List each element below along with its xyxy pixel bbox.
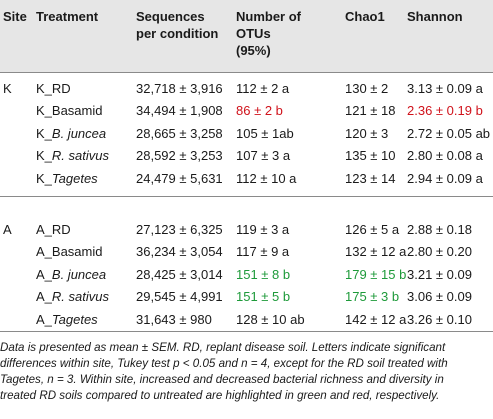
header-otus: Number of OTUs (95%) xyxy=(236,9,301,58)
chao1-value: 121 ± 18 xyxy=(345,103,396,118)
chao1-value: 126 ± 5 a xyxy=(345,222,400,237)
sequences-value: 28,425 ± 3,014 xyxy=(136,267,223,282)
site-label: A xyxy=(3,222,12,237)
shannon-value: 3.06 ± 0.09 xyxy=(407,289,472,304)
shannon-value: 2.88 ± 0.18 xyxy=(407,222,472,237)
chao1-value: 120 ± 3 xyxy=(345,126,389,141)
treatment-name: K_Tagetes xyxy=(36,171,98,186)
shannon-value: 2.80 ± 0.08 a xyxy=(407,148,483,163)
treatment-name: K_RD xyxy=(36,81,71,96)
table-header xyxy=(0,0,493,72)
header-sequences: Sequences per condition xyxy=(136,9,219,41)
caption-line: treated RD soils compared to untreated a… xyxy=(0,389,440,402)
sequences-value: 29,545 ± 4,991 xyxy=(136,289,223,304)
treatment-name: K_R. sativus xyxy=(36,148,109,163)
shannon-value: 3.26 ± 0.10 xyxy=(407,312,472,327)
otus-value: 119 ± 3 a xyxy=(236,222,290,237)
caption-line: differences within site, Tukey test p < … xyxy=(0,357,448,370)
sequences-value: 31,643 ± 980 xyxy=(136,312,212,327)
table-rule-middle xyxy=(0,196,493,197)
header-shannon: Shannon xyxy=(407,9,463,24)
otus-value: 112 ± 2 a xyxy=(236,81,290,96)
sequences-value: 27,123 ± 6,325 xyxy=(136,222,223,237)
sequences-value: 32,718 ± 3,916 xyxy=(136,81,223,96)
chao1-value: 175 ± 3 b xyxy=(345,289,400,304)
sequences-value: 24,479 ± 5,631 xyxy=(136,171,223,186)
caption-line: Tagetes, n = 3. Within site, increased a… xyxy=(0,373,444,386)
otus-value: 117 ± 9 a xyxy=(236,244,290,259)
shannon-value: 2.80 ± 0.20 xyxy=(407,244,472,259)
shannon-value: 3.13 ± 0.09 a xyxy=(407,81,483,96)
sequences-value: 28,665 ± 3,258 xyxy=(136,126,223,141)
treatment-name: A_Basamid xyxy=(36,244,103,259)
caption-line: Data is presented as mean ± SEM. RD, rep… xyxy=(0,341,446,354)
shannon-value: 2.36 ± 0.19 b xyxy=(407,103,483,118)
otus-value: 151 ± 5 b xyxy=(236,289,291,304)
shannon-value: 2.94 ± 0.09 a xyxy=(407,171,483,186)
table-rule-bottom xyxy=(0,331,493,332)
chao1-value: 132 ± 12 a xyxy=(345,244,407,259)
shannon-value: 2.72 ± 0.05 ab xyxy=(407,126,491,141)
otus-value: 86 ± 2 b xyxy=(236,103,283,118)
header-chao1: Chao1 xyxy=(345,9,385,24)
table-caption: Data is presented as mean ± SEM. RD, rep… xyxy=(0,340,493,404)
treatment-name: A_R. sativus xyxy=(36,289,109,304)
treatment-name: A_Tagetes xyxy=(36,312,98,327)
otus-value: 105 ± 1ab xyxy=(236,126,294,141)
chao1-value: 135 ± 10 xyxy=(345,148,396,163)
sequences-value: 28,592 ± 3,253 xyxy=(136,148,223,163)
sequences-value: 36,234 ± 3,054 xyxy=(136,244,223,259)
shannon-value: 3.21 ± 0.09 xyxy=(407,267,472,282)
otus-value: 112 ± 10 a xyxy=(236,171,297,186)
header-treatment: Treatment xyxy=(36,9,99,24)
table-rule-top xyxy=(0,72,493,73)
treatment-name: A_B. juncea xyxy=(36,267,107,282)
treatment-name: K_B. juncea xyxy=(36,126,107,141)
chao1-value: 123 ± 14 xyxy=(345,171,396,186)
chao1-value: 130 ± 2 xyxy=(345,81,389,96)
treatment-name: K_Basamid xyxy=(36,103,103,118)
sequences-value: 34,494 ± 1,908 xyxy=(136,103,223,118)
chao1-value: 179 ± 15 b xyxy=(345,267,407,282)
chao1-value: 142 ± 12 a xyxy=(345,312,407,327)
treatment-name: A_RD xyxy=(36,222,71,237)
site-label: K xyxy=(3,81,12,96)
otus-value: 128 ± 10 ab xyxy=(236,312,305,327)
header-site: Site xyxy=(3,9,27,24)
otus-value: 107 ± 3 a xyxy=(236,148,291,163)
otus-value: 151 ± 8 b xyxy=(236,267,291,282)
